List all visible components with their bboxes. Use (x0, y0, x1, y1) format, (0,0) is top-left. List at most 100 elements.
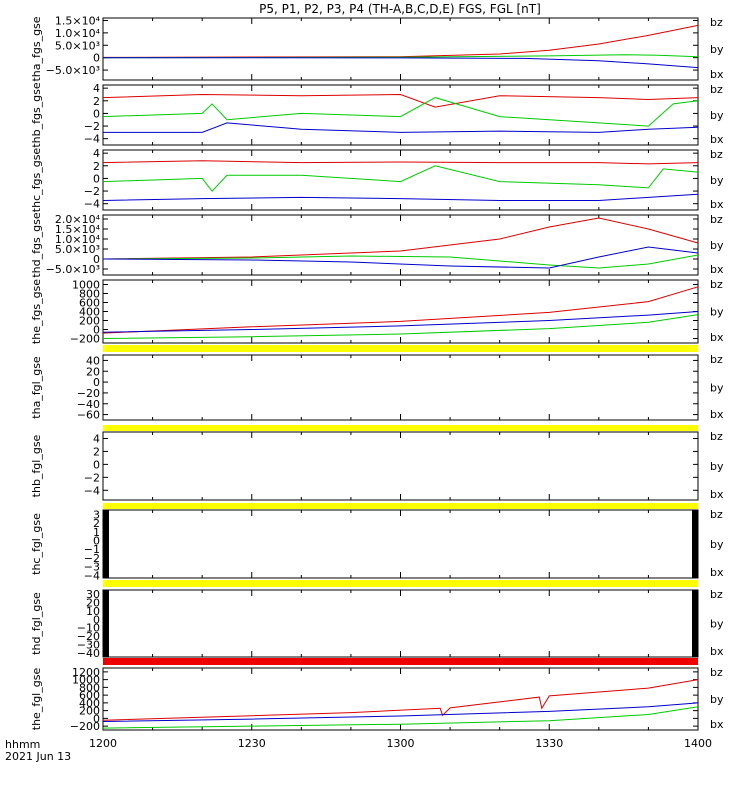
legend-bz-4: bz (710, 213, 723, 226)
y-tick-label-9-1: 20 (86, 597, 100, 610)
flag-band-6 (103, 345, 698, 352)
y-tick-label-4-2: 1.0×10⁴ (55, 233, 101, 246)
y-tick-label-9-4: −10 (77, 622, 100, 635)
y-tick-label-5-3: 400 (79, 306, 100, 319)
legend-bx-9: bx (710, 645, 724, 658)
series-line-bx-5 (102, 311, 699, 333)
x-axis-label-hhmm: hhmm (5, 738, 40, 751)
y-axis-label-3: thc_fgs_gse (30, 148, 43, 213)
y-tick-label-3-4: −4 (84, 198, 100, 211)
data-gap-left-9 (103, 590, 109, 657)
legend-by-6: by (710, 382, 724, 395)
y-tick-label-10-7: −200 (70, 720, 100, 733)
legend-bx-1: bx (710, 68, 724, 81)
series-line-bx-10 (102, 702, 699, 722)
x-tick-label-1300: 1300 (387, 737, 415, 750)
series-line-by-3 (102, 165, 699, 192)
x-tick-label-1400: 1400 (684, 737, 712, 750)
legend-bz-7: bz (710, 430, 723, 443)
series-line-bz-1 (102, 24, 699, 58)
series-line-bx-2 (103, 122, 699, 133)
y-axis-label-2: thb_fgs_gse (30, 82, 43, 148)
series-line-bx-1 (102, 57, 699, 69)
series-line-bz-4 (102, 217, 699, 260)
y-tick-label-4-3: 5.0×10³ (55, 243, 100, 256)
flag-band-10 (103, 658, 698, 665)
x-tick-label-1200: 1200 (89, 737, 117, 750)
y-tick-label-5-6: −200 (70, 333, 100, 346)
series-line-by-10 (102, 706, 699, 729)
y-axis-label-6: tha_fgl_gse (30, 356, 43, 419)
legend-bx-7: bx (710, 488, 724, 501)
legend-by-5: by (710, 306, 724, 319)
y-tick-label-8-4: −1 (84, 543, 100, 556)
y-axis-label-5: the_fgs_gse (30, 279, 43, 344)
panel-frame-9 (102, 589, 699, 658)
y-tick-label-1-4: −5.0×10³ (46, 64, 100, 77)
y-tick-label-9-3: 0 (93, 613, 100, 626)
y-tick-label-8-5: −2 (84, 552, 100, 565)
series-line-by-2 (102, 97, 699, 127)
legend-by-3: by (710, 174, 724, 187)
flag-band-9 (103, 580, 698, 587)
legend-by-7: by (710, 460, 724, 473)
legend-bx-6: bx (710, 408, 724, 421)
y-tick-label-8-7: −4 (84, 569, 100, 582)
series-line-by-1 (102, 54, 699, 59)
y-tick-label-3-1: 2 (93, 160, 100, 173)
legend-bz-9: bz (710, 588, 723, 601)
y-tick-label-9-0: 30 (86, 588, 100, 601)
y-tick-label-6-5: −60 (77, 409, 100, 422)
series-line-bx-4 (102, 246, 699, 269)
y-tick-label-5-5: 0 (93, 324, 100, 337)
y-tick-label-3-3: −2 (84, 185, 100, 198)
y-tick-label-10-3: 600 (79, 689, 100, 702)
y-tick-label-4-0: 2.0×10⁴ (55, 213, 101, 226)
y-tick-label-1-1: 1.0×10⁴ (55, 27, 101, 40)
series-line-bx-3 (102, 193, 699, 201)
y-tick-label-7-1: 2 (93, 445, 100, 458)
y-axis-label-1: tha_fgs_gse (30, 16, 43, 81)
legend-bx-8: bx (710, 566, 724, 579)
y-tick-label-10-0: 1200 (72, 666, 100, 679)
flag-band-8 (103, 503, 698, 509)
y-tick-label-9-6: −30 (77, 638, 100, 651)
y-tick-label-1-3: 0 (93, 52, 100, 65)
y-tick-label-5-2: 600 (79, 297, 100, 310)
y-axis-label-10: the_fgl_gse (30, 668, 43, 731)
y-tick-label-4-4: 0 (93, 253, 100, 266)
y-tick-label-6-4: −40 (77, 398, 100, 411)
y-axis-label-4: thd_fgs_gse (30, 212, 43, 278)
y-tick-label-6-3: −20 (77, 387, 100, 400)
legend-bx-3: bx (710, 198, 724, 211)
y-axis-label-8: thc_fgl_gse (30, 513, 43, 575)
y-tick-label-8-2: 1 (93, 526, 100, 539)
panel-frame-7 (102, 431, 699, 501)
y-tick-label-3-2: 0 (93, 172, 100, 185)
y-tick-label-9-5: −20 (77, 630, 100, 643)
y-tick-label-6-0: 40 (86, 354, 100, 367)
y-tick-label-4-1: 1.5×10⁴ (55, 223, 101, 236)
flag-band-7 (103, 425, 698, 431)
panel-frame-8 (102, 509, 699, 579)
panel-frame-4 (102, 214, 699, 276)
series-line-by-5 (102, 314, 699, 339)
y-tick-label-1-2: 5.0×10³ (55, 39, 100, 52)
panel-frame-10 (102, 667, 699, 731)
y-tick-label-2-1: 2 (93, 95, 100, 108)
legend-bx-10: bx (710, 718, 724, 731)
series-line-bz-10 (102, 679, 699, 721)
y-tick-label-6-1: 20 (86, 365, 100, 378)
y-tick-label-5-4: 200 (79, 315, 100, 328)
y-tick-label-10-2: 800 (79, 681, 100, 694)
x-tick-label-1230: 1230 (238, 737, 266, 750)
y-tick-label-9-2: 10 (86, 605, 100, 618)
legend-bx-5: bx (710, 331, 724, 344)
y-tick-label-7-0: 4 (93, 432, 100, 445)
y-tick-label-10-5: 200 (79, 705, 100, 718)
y-tick-label-10-4: 400 (79, 697, 100, 710)
legend-by-2: by (710, 109, 724, 122)
y-tick-label-6-2: 0 (93, 376, 100, 389)
y-tick-label-10-1: 1000 (72, 674, 100, 687)
